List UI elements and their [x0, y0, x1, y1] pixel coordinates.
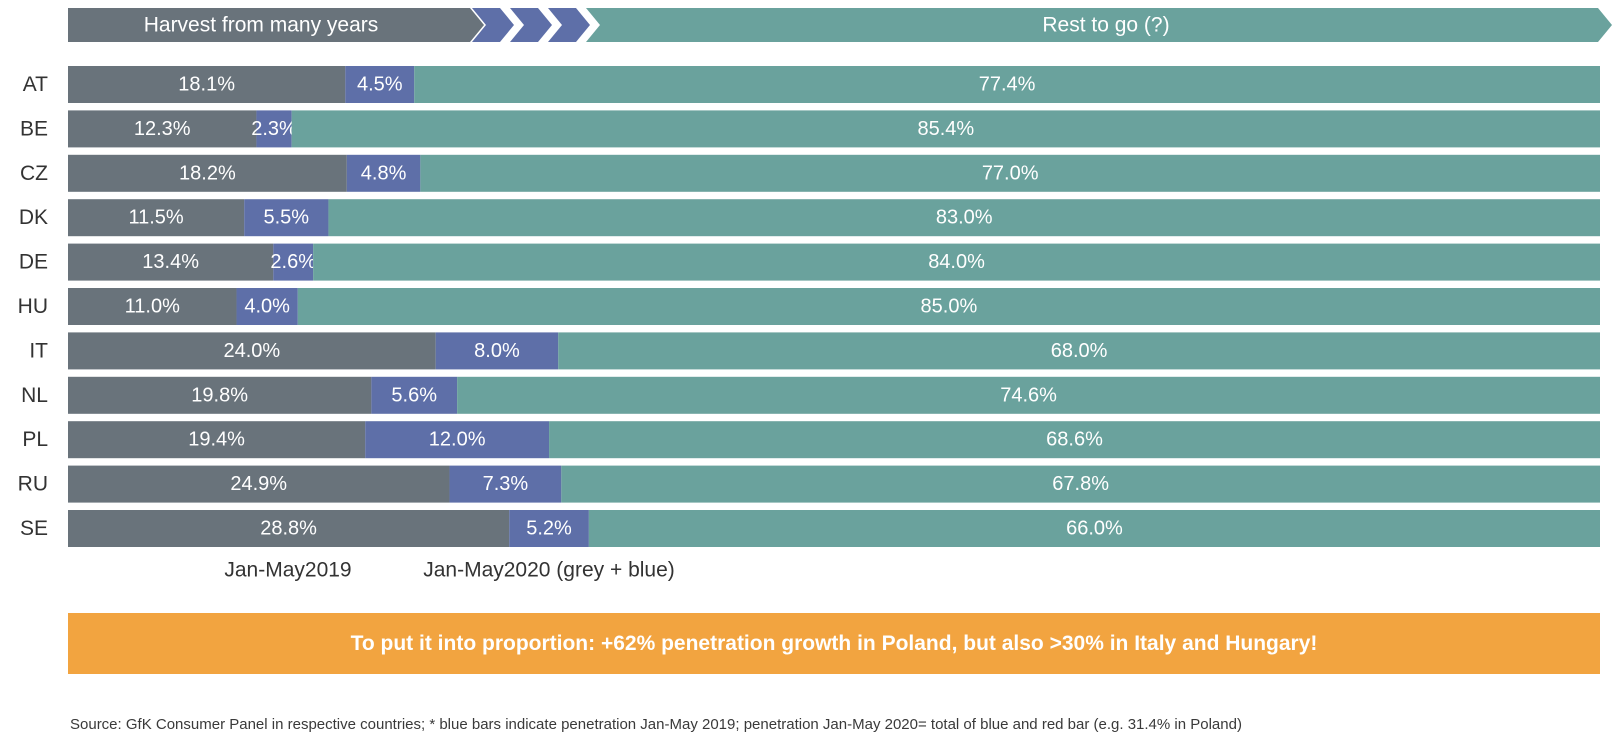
bar-growth: [244, 199, 329, 237]
legend-label-2020: Jan-May2020 (grey + blue): [423, 559, 675, 582]
bar-rest: [588, 510, 1600, 547]
bar-label-2019: 11.5%: [128, 207, 183, 229]
bar-2019: [68, 421, 366, 459]
bar-2019: [68, 110, 257, 148]
bar-label-2019: 19.8%: [191, 384, 248, 406]
bar-rest: [328, 199, 1601, 237]
bar-label-2019: 12.3%: [134, 118, 191, 140]
bar-label-growth: 8.0%: [474, 340, 520, 362]
bar-label-rest: 68.6%: [1046, 429, 1103, 451]
country-label: IT: [29, 339, 48, 362]
country-label: DK: [19, 206, 48, 229]
rest-to-go-arrow: [586, 8, 1612, 42]
bar-growth: [346, 154, 421, 192]
bar-rest: [558, 332, 1600, 370]
bar-rest: [291, 110, 1600, 148]
bar-label-growth: 5.6%: [391, 384, 437, 406]
bar-label-rest: 77.0%: [982, 162, 1039, 184]
bar-growth: [256, 110, 292, 148]
legend-label-2019: Jan-May2019: [224, 559, 351, 582]
bar-rest: [297, 288, 1600, 325]
country-label: AT: [23, 73, 48, 96]
bar-2019: [68, 199, 245, 237]
country-label: DE: [19, 251, 48, 274]
bar-growth: [345, 66, 415, 103]
bar-label-2019: 11.0%: [125, 296, 180, 318]
bar-label-growth: 4.0%: [244, 296, 290, 318]
bar-2019: [68, 465, 450, 503]
bar-label-2019: 28.8%: [260, 518, 317, 540]
country-label: PL: [22, 428, 48, 451]
bar-label-rest: 85.4%: [917, 118, 974, 140]
bar-growth: [371, 376, 458, 414]
chevron-arrow: [510, 8, 552, 42]
harvest-arrow: [68, 8, 484, 42]
bar-label-2019: 24.0%: [223, 340, 280, 362]
bar-growth: [509, 510, 589, 547]
bar-label-growth: 7.3%: [483, 473, 529, 495]
source-note: Source: GfK Consumer Panel in respective…: [70, 716, 1242, 733]
bar-label-growth: 12.0%: [429, 429, 486, 451]
bar-label-rest: 67.8%: [1052, 473, 1109, 495]
bar-label-rest: 74.6%: [1000, 384, 1057, 406]
bar-2019: [68, 510, 510, 547]
chevron-arrow: [548, 8, 590, 42]
bar-label-2019: 13.4%: [142, 251, 199, 273]
stacked-bar-chart: Harvest from many years Rest to go (?) A…: [18, 8, 1612, 582]
harvest-label: Harvest from many years: [144, 14, 379, 37]
country-label: HU: [18, 295, 48, 318]
bar-2019: [68, 243, 274, 281]
bar-rest: [549, 421, 1600, 459]
bar-growth: [365, 421, 550, 459]
bar-label-rest: 68.0%: [1051, 340, 1108, 362]
bar-growth: [435, 332, 559, 370]
bar-2019: [68, 66, 346, 103]
bar-growth: [236, 288, 298, 325]
bar-label-rest: 84.0%: [928, 251, 985, 273]
bar-label-rest: 66.0%: [1066, 518, 1123, 540]
bar-label-2019: 18.1%: [178, 74, 235, 96]
bar-label-2019: 19.4%: [188, 429, 245, 451]
bar-2019: [68, 154, 347, 192]
callout-banner: To put it into proportion: +62% penetrat…: [68, 613, 1600, 674]
bar-label-growth: 5.2%: [526, 518, 572, 540]
bar-rest: [313, 243, 1600, 281]
bar-2019: [68, 376, 372, 414]
bar-rest: [420, 154, 1600, 192]
bar-label-growth: 2.6%: [270, 251, 316, 273]
bar-label-2019: 24.9%: [230, 473, 287, 495]
bar-label-rest: 85.0%: [921, 296, 978, 318]
bar-2019: [68, 288, 237, 325]
bar-growth: [449, 465, 562, 503]
country-label: NL: [21, 384, 48, 407]
country-label: SE: [20, 517, 48, 540]
rest-to-go-label: Rest to go (?): [1042, 14, 1169, 37]
bar-label-rest: 83.0%: [936, 207, 993, 229]
bar-2019: [68, 332, 436, 370]
bar-area: AT 18.1% 4.5% 77.4% BE 12.3% 2.3% 85.4% CZ 18.2% 4…: [18, 66, 1601, 547]
chart-header-arrows: Harvest from many years Rest to go (?): [68, 8, 1612, 42]
bar-label-2019: 18.2%: [179, 162, 236, 184]
bar-label-rest: 77.4%: [979, 74, 1036, 96]
country-label: CZ: [20, 162, 48, 185]
country-label: BE: [20, 117, 48, 140]
bar-growth: [273, 243, 314, 281]
bar-rest: [414, 66, 1601, 103]
bar-label-growth: 2.3%: [251, 118, 297, 140]
country-label: RU: [18, 473, 48, 496]
bar-label-growth: 4.8%: [361, 162, 407, 184]
bar-rest: [457, 376, 1601, 414]
chevron-arrow: [472, 8, 514, 42]
bar-label-growth: 4.5%: [357, 74, 403, 96]
bar-label-growth: 5.5%: [264, 207, 310, 229]
bar-rest: [561, 465, 1601, 503]
